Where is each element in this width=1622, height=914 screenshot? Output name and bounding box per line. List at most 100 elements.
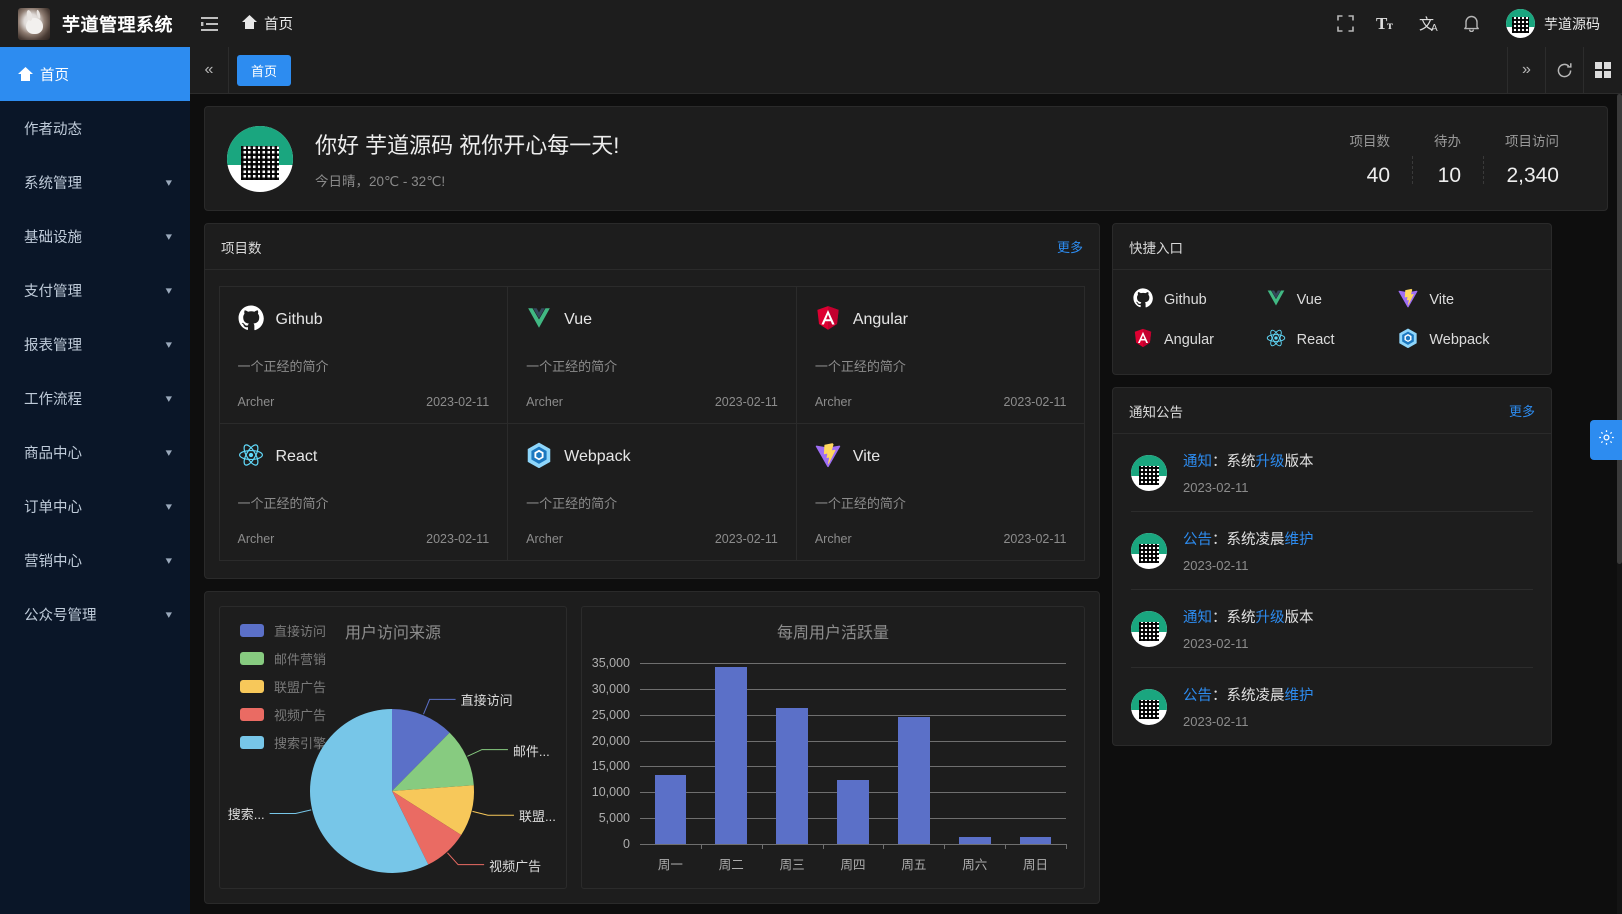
bar-5[interactable] <box>958 837 991 844</box>
project-date: 2023-02-11 <box>426 394 490 409</box>
sidebar-item-0[interactable]: 首页 <box>0 47 190 101</box>
pie-slice-2[interactable] <box>392 785 474 835</box>
pie-slice-0[interactable] <box>392 709 450 791</box>
project-desc: 一个正经的简介 <box>814 358 906 374</box>
notices-more-link[interactable]: 更多 <box>1508 404 1535 419</box>
chevron-double-left-icon[interactable]: « <box>204 61 214 78</box>
legend-label: 视频广告 <box>274 708 327 723</box>
quick-entry-item-5[interactable]: Webpack <box>1398 328 1531 352</box>
stat-label: 待办 <box>1434 133 1461 149</box>
charts-panel: 用户访问来源 直接访问 邮件营销 联盟广告 视频广告 搜索引擎 直接访问 邮件..… <box>204 591 1100 904</box>
stat-value: 40 <box>1366 163 1390 187</box>
sidebar-item-2[interactable]: 系统管理 ▾ <box>0 155 190 209</box>
quick-entry-label: Angular <box>1164 332 1214 348</box>
quick-entry-header: 快捷入口 <box>1113 224 1551 270</box>
projects-more-link[interactable]: 更多 <box>1056 240 1083 255</box>
sidebar-item-label: 首页 <box>40 67 69 84</box>
bar-chart-title: 每周用户活跃量 <box>776 625 889 642</box>
bell-icon[interactable] <box>1452 0 1490 47</box>
chevron-double-right-icon[interactable]: » <box>1508 46 1546 94</box>
legend-swatch <box>240 652 264 665</box>
x-axis-tick-1: 周二 <box>718 858 744 872</box>
translate-icon[interactable]: 文 A <box>1410 0 1448 47</box>
sidebar-item-4[interactable]: 支付管理 ▾ <box>0 263 190 317</box>
pie-slice-1[interactable] <box>392 732 474 791</box>
pie-slice-3[interactable] <box>392 791 462 865</box>
project-card-0[interactable]: Github 一个正经的简介 Archer 2023-02-11 <box>218 285 509 424</box>
pie-legend-item-2[interactable]: 联盟广告 <box>240 677 326 696</box>
quick-entry-item-3[interactable]: Angular <box>1133 328 1266 352</box>
notice-date: 2023-02-11 <box>1183 558 1249 573</box>
project-name: Webpack <box>564 448 631 465</box>
quick-entry-item-0[interactable]: Github <box>1133 288 1266 312</box>
sidebar-item-label: 营销中心 <box>24 553 82 570</box>
project-date: 2023-02-11 <box>1003 531 1067 546</box>
quick-entry-item-1[interactable]: Vue <box>1266 288 1399 312</box>
notice-title[interactable]: 通知：系统升级版本 <box>1183 610 1314 626</box>
notice-date: 2023-02-11 <box>1183 714 1249 729</box>
sidebar-item-10[interactable]: 公众号管理 ▾ <box>0 587 190 641</box>
gridline-6: 30,000 <box>592 682 1066 696</box>
pie-legend-item-1[interactable]: 邮件营销 <box>240 649 326 668</box>
sidebar-item-5[interactable]: 报表管理 ▾ <box>0 317 190 371</box>
grid-layout-icon[interactable] <box>1584 47 1622 94</box>
project-card-4[interactable]: Webpack 一个正经的简介 Archer 2023-02-11 <box>507 422 797 561</box>
pie-legend-item-0[interactable]: 直接访问 <box>240 621 326 640</box>
pie-slice-4[interactable] <box>310 709 429 873</box>
pie-legend-item-3[interactable]: 视频广告 <box>240 705 326 724</box>
refresh-icon[interactable] <box>1546 46 1584 94</box>
sidebar-item-1[interactable]: 作者动态 <box>0 101 190 155</box>
notice-title[interactable]: 通知：系统升级版本 <box>1183 454 1314 470</box>
settings-fab-button[interactable] <box>1590 420 1622 460</box>
project-card-1[interactable]: Vue 一个正经的简介 Archer 2023-02-11 <box>507 285 797 424</box>
sidebar-item-7[interactable]: 商品中心 ▾ <box>0 425 190 479</box>
notice-title[interactable]: 公告：系统凌晨维护 <box>1183 688 1314 704</box>
brand[interactable]: 芋道管理系统 <box>0 7 190 40</box>
sidebar-item-6[interactable]: 工作流程 ▾ <box>0 371 190 425</box>
vertical-scrollbar-thumb[interactable] <box>1617 94 1622 564</box>
legend-label: 搜索引擎 <box>274 736 327 751</box>
sidebar-item-3[interactable]: 基础设施 ▾ <box>0 209 190 263</box>
notice-body: 通知：系统升级版本 2023-02-11 <box>1183 606 1314 651</box>
tab-0[interactable]: 首页 <box>237 54 292 86</box>
bar-3[interactable] <box>837 780 869 844</box>
project-card-5[interactable]: Vite 一个正经的简介 Archer 2023-02-11 <box>795 422 1086 561</box>
bar-1[interactable] <box>715 666 748 844</box>
user-menu[interactable]: 芋道源码 <box>1494 0 1608 47</box>
bar-0[interactable] <box>654 775 687 844</box>
breadcrumb[interactable]: 首页 <box>228 0 307 47</box>
pie-leader-line-3 <box>447 852 485 866</box>
vue-icon <box>526 305 552 336</box>
bar-2[interactable] <box>776 707 808 844</box>
gridline-0: 0 <box>623 837 1066 851</box>
pie-legend-item-4[interactable]: 搜索引擎 <box>240 733 326 752</box>
project-desc: 一个正经的简介 <box>237 495 329 511</box>
quick-entry-item-2[interactable]: Vite <box>1398 288 1531 312</box>
sidebar-item-8[interactable]: 订单中心 ▾ <box>0 479 190 533</box>
font-size-icon[interactable]: T т <box>1368 0 1406 47</box>
notice-item-1[interactable]: 公告：系统凌晨维护 2023-02-11 <box>1131 512 1533 590</box>
bar-4[interactable] <box>898 716 930 844</box>
bar-6[interactable] <box>1019 837 1052 844</box>
vertical-scrollbar[interactable] <box>1617 94 1622 914</box>
fullscreen-icon[interactable] <box>1326 0 1364 47</box>
notice-title[interactable]: 公告：系统凌晨维护 <box>1183 532 1314 548</box>
notice-item-0[interactable]: 通知：系统升级版本 2023-02-11 <box>1131 434 1533 512</box>
stat-2: 项目访问 2,340 <box>1483 130 1581 188</box>
sidebar-item-9[interactable]: 营销中心 ▾ <box>0 533 190 587</box>
project-card-header: Github <box>238 305 490 336</box>
pie-label-2: 联盟... <box>518 809 556 825</box>
pie-label-0: 直接访问 <box>460 693 513 709</box>
project-card-2[interactable]: Angular 一个正经的简介 Archer 2023-02-11 <box>795 285 1086 424</box>
hamburger-icon[interactable] <box>190 0 228 47</box>
notice-item-2[interactable]: 通知：系统升级版本 2023-02-11 <box>1131 590 1533 668</box>
project-card-3[interactable]: React 一个正经的简介 Archer 2023-02-11 <box>218 422 509 561</box>
gear-icon <box>1598 429 1615 451</box>
breadcrumb-home-label: 首页 <box>264 17 293 33</box>
x-axis-tickmark-5 <box>1005 844 1007 849</box>
notice-item-3[interactable]: 公告：系统凌晨维护 2023-02-11 <box>1131 668 1533 745</box>
quick-entry-item-4[interactable]: React <box>1266 328 1399 352</box>
y-axis-tick-5: 25,000 <box>591 707 630 722</box>
quick-entry-label: Github <box>1164 292 1207 308</box>
project-footer: Archer 2023-02-11 <box>238 532 490 546</box>
